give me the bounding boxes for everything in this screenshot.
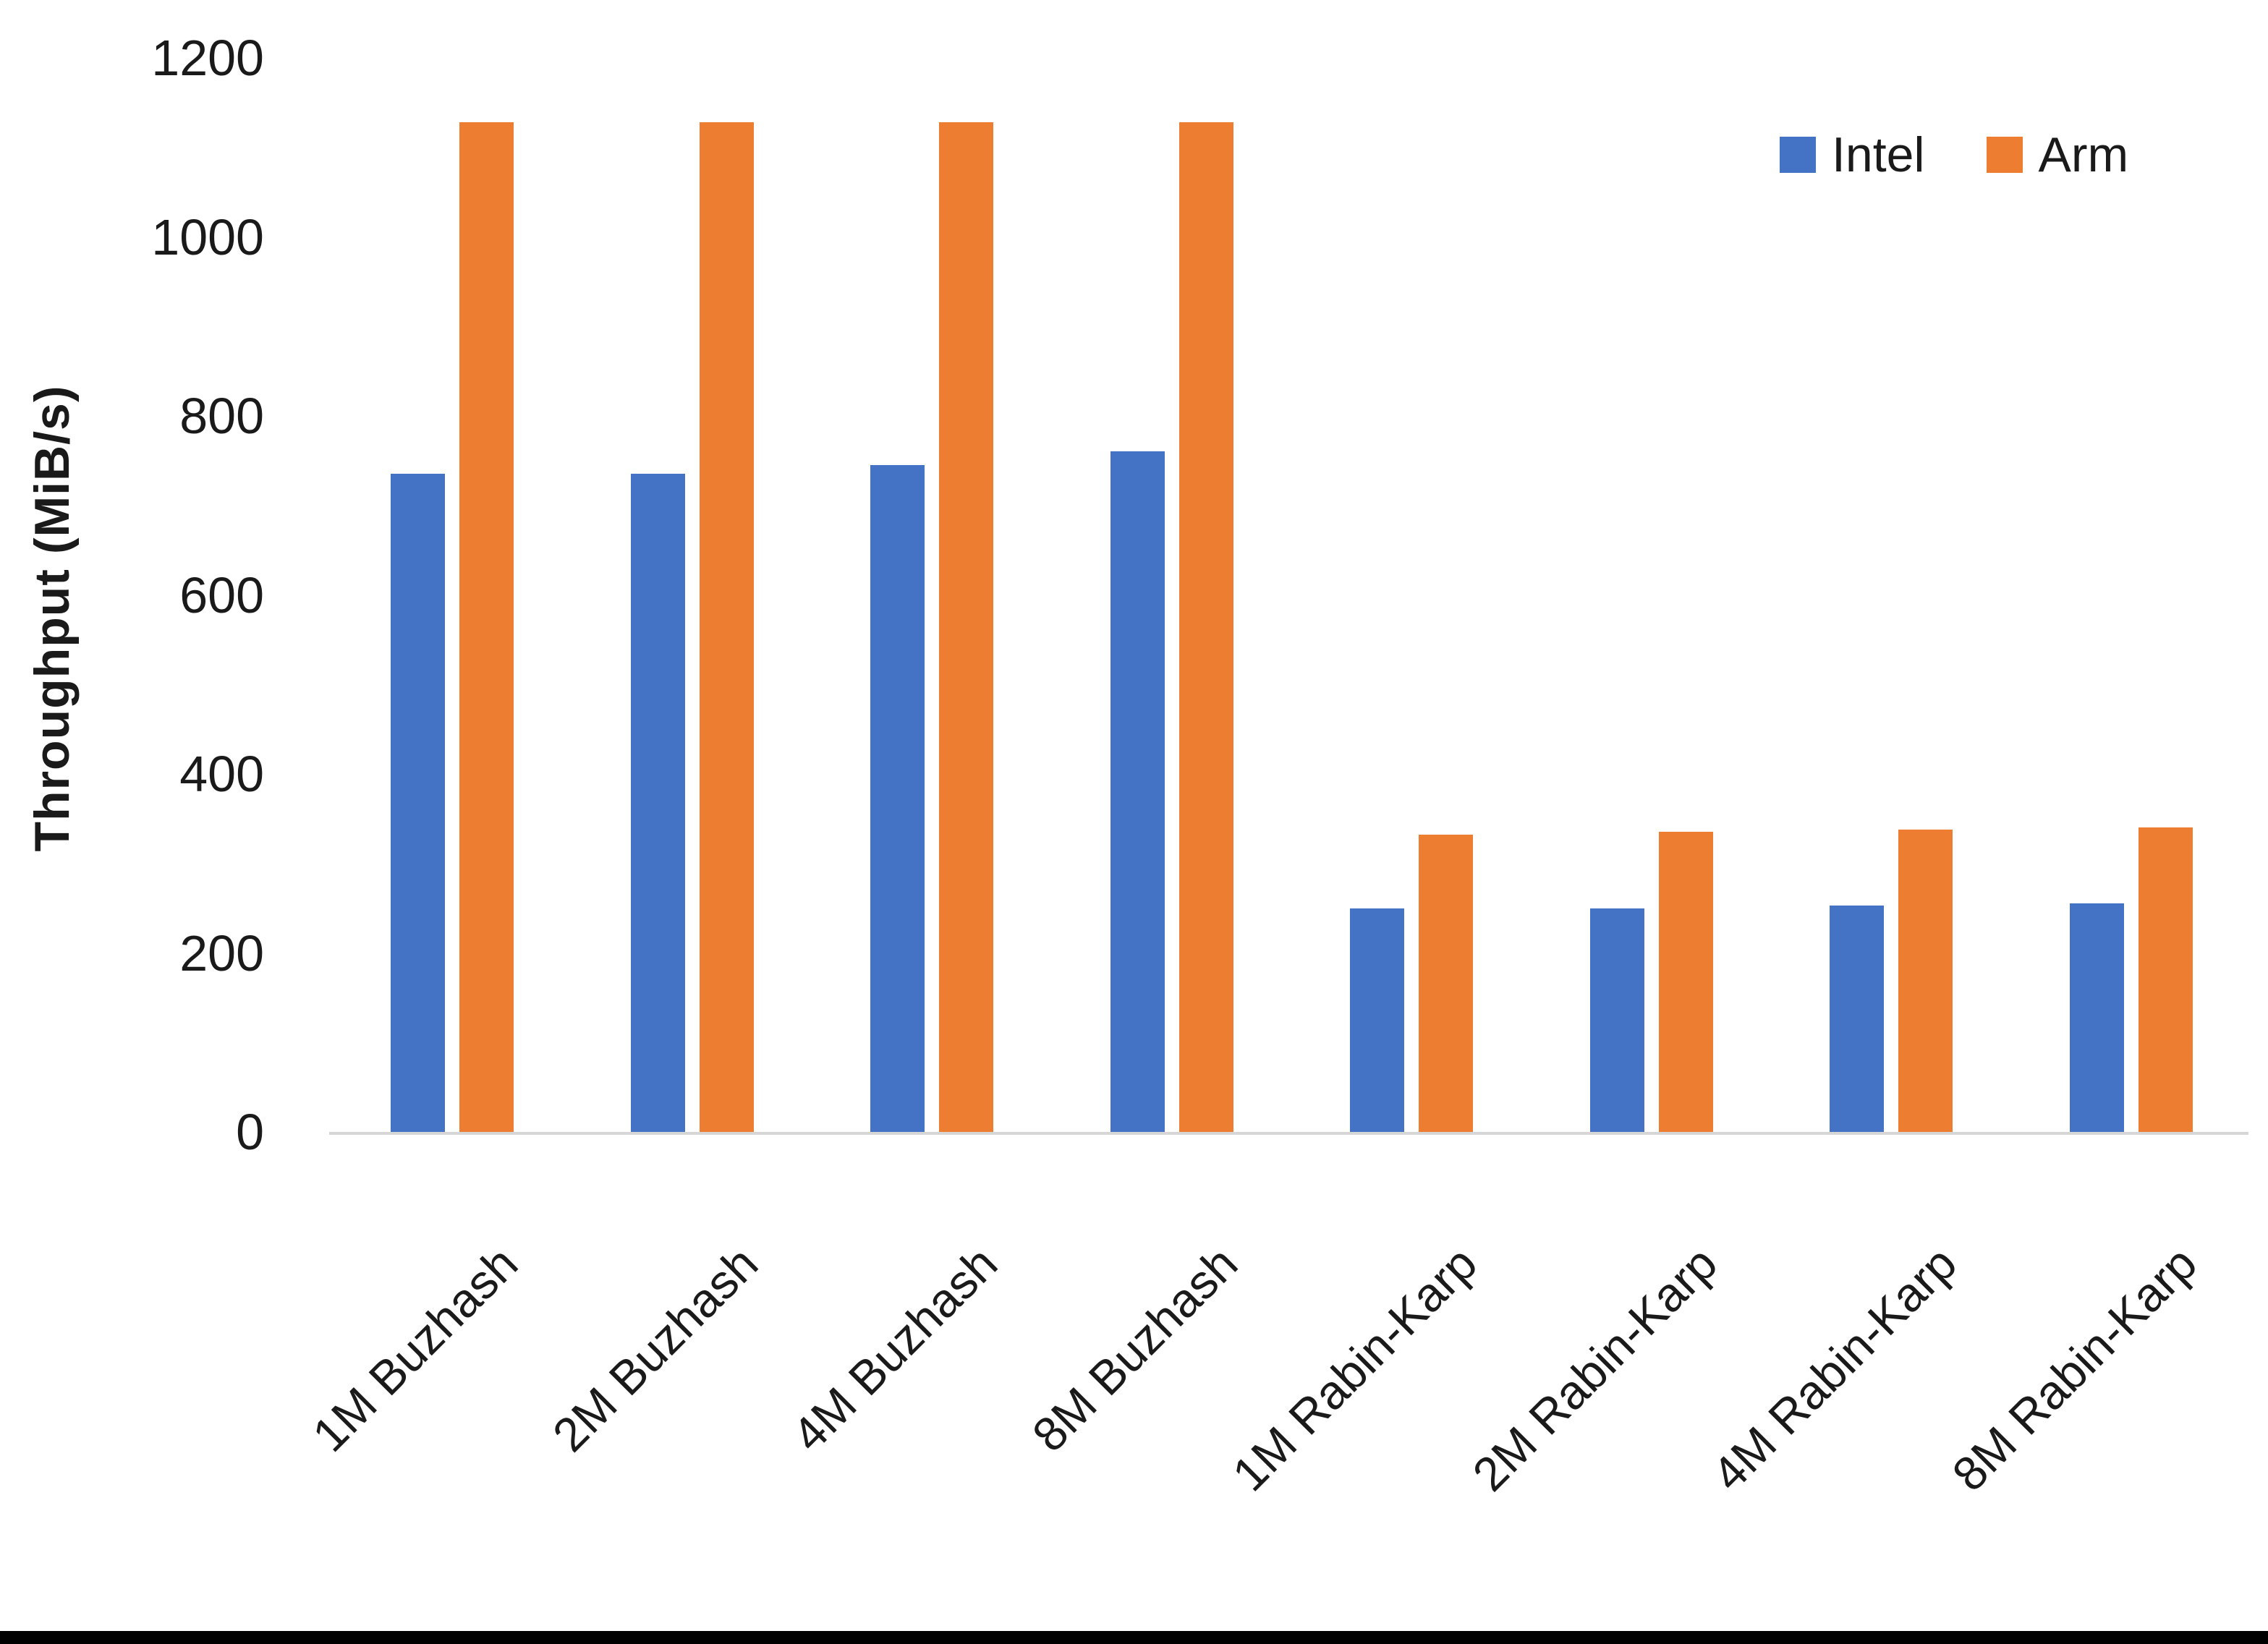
x-category-label: 4M Rabin-Karp bbox=[1702, 1236, 1967, 1502]
bar-intel-2 bbox=[630, 474, 685, 1132]
bottom-border bbox=[0, 1631, 2268, 1644]
legend-entry-arm: Arm bbox=[1986, 127, 2129, 183]
bar-arm-4 bbox=[1178, 122, 1233, 1132]
legend-swatch-arm bbox=[1986, 137, 2023, 173]
legend-entry-intel: Intel bbox=[1780, 127, 1925, 183]
bar-arm-1 bbox=[459, 122, 514, 1132]
bar-arm-8 bbox=[2138, 827, 2193, 1132]
y-tick-label: 1200 bbox=[151, 30, 264, 86]
legend: Intel Arm bbox=[1780, 127, 2128, 183]
bar-intel-7 bbox=[1830, 906, 1884, 1132]
bar-arm-5 bbox=[1419, 835, 1473, 1132]
bar-intel-3 bbox=[870, 465, 925, 1132]
x-category-label: 1M Buzhash bbox=[302, 1236, 528, 1462]
y-tick-label: 800 bbox=[179, 388, 264, 444]
y-tick-label: 0 bbox=[236, 1104, 264, 1160]
legend-label-intel: Intel bbox=[1832, 127, 1925, 182]
bar-intel-5 bbox=[1350, 908, 1404, 1132]
bar-arm-7 bbox=[1898, 830, 1953, 1132]
y-tick-label: 1000 bbox=[151, 208, 264, 265]
bar-arm-2 bbox=[699, 122, 754, 1132]
x-category-label: 2M Buzhash bbox=[542, 1236, 768, 1462]
bar-intel-8 bbox=[2069, 903, 2124, 1132]
y-axis-title: Throughput (MiB/s) bbox=[25, 385, 80, 852]
x-category-label: 8M Rabin-Karp bbox=[1941, 1236, 2207, 1502]
x-category-label: 4M Buzhash bbox=[781, 1236, 1008, 1462]
x-category-label: 2M Rabin-Karp bbox=[1461, 1236, 1727, 1502]
x-category-label: 8M Buzhash bbox=[1022, 1236, 1247, 1462]
bar-arm-3 bbox=[939, 122, 993, 1132]
y-tick-label: 400 bbox=[179, 746, 264, 802]
x-axis-line bbox=[329, 1132, 2248, 1135]
bar-intel-1 bbox=[391, 474, 445, 1132]
bar-intel-6 bbox=[1589, 908, 1644, 1132]
y-tick-label: 600 bbox=[179, 566, 264, 623]
legend-label-arm: Arm bbox=[2038, 127, 2129, 182]
x-category-label: 1M Rabin-Karp bbox=[1222, 1236, 1487, 1502]
y-tick-label: 200 bbox=[179, 924, 264, 981]
legend-swatch-intel bbox=[1780, 137, 1816, 173]
bar-arm-6 bbox=[1658, 832, 1713, 1132]
bar-intel-4 bbox=[1110, 451, 1165, 1132]
